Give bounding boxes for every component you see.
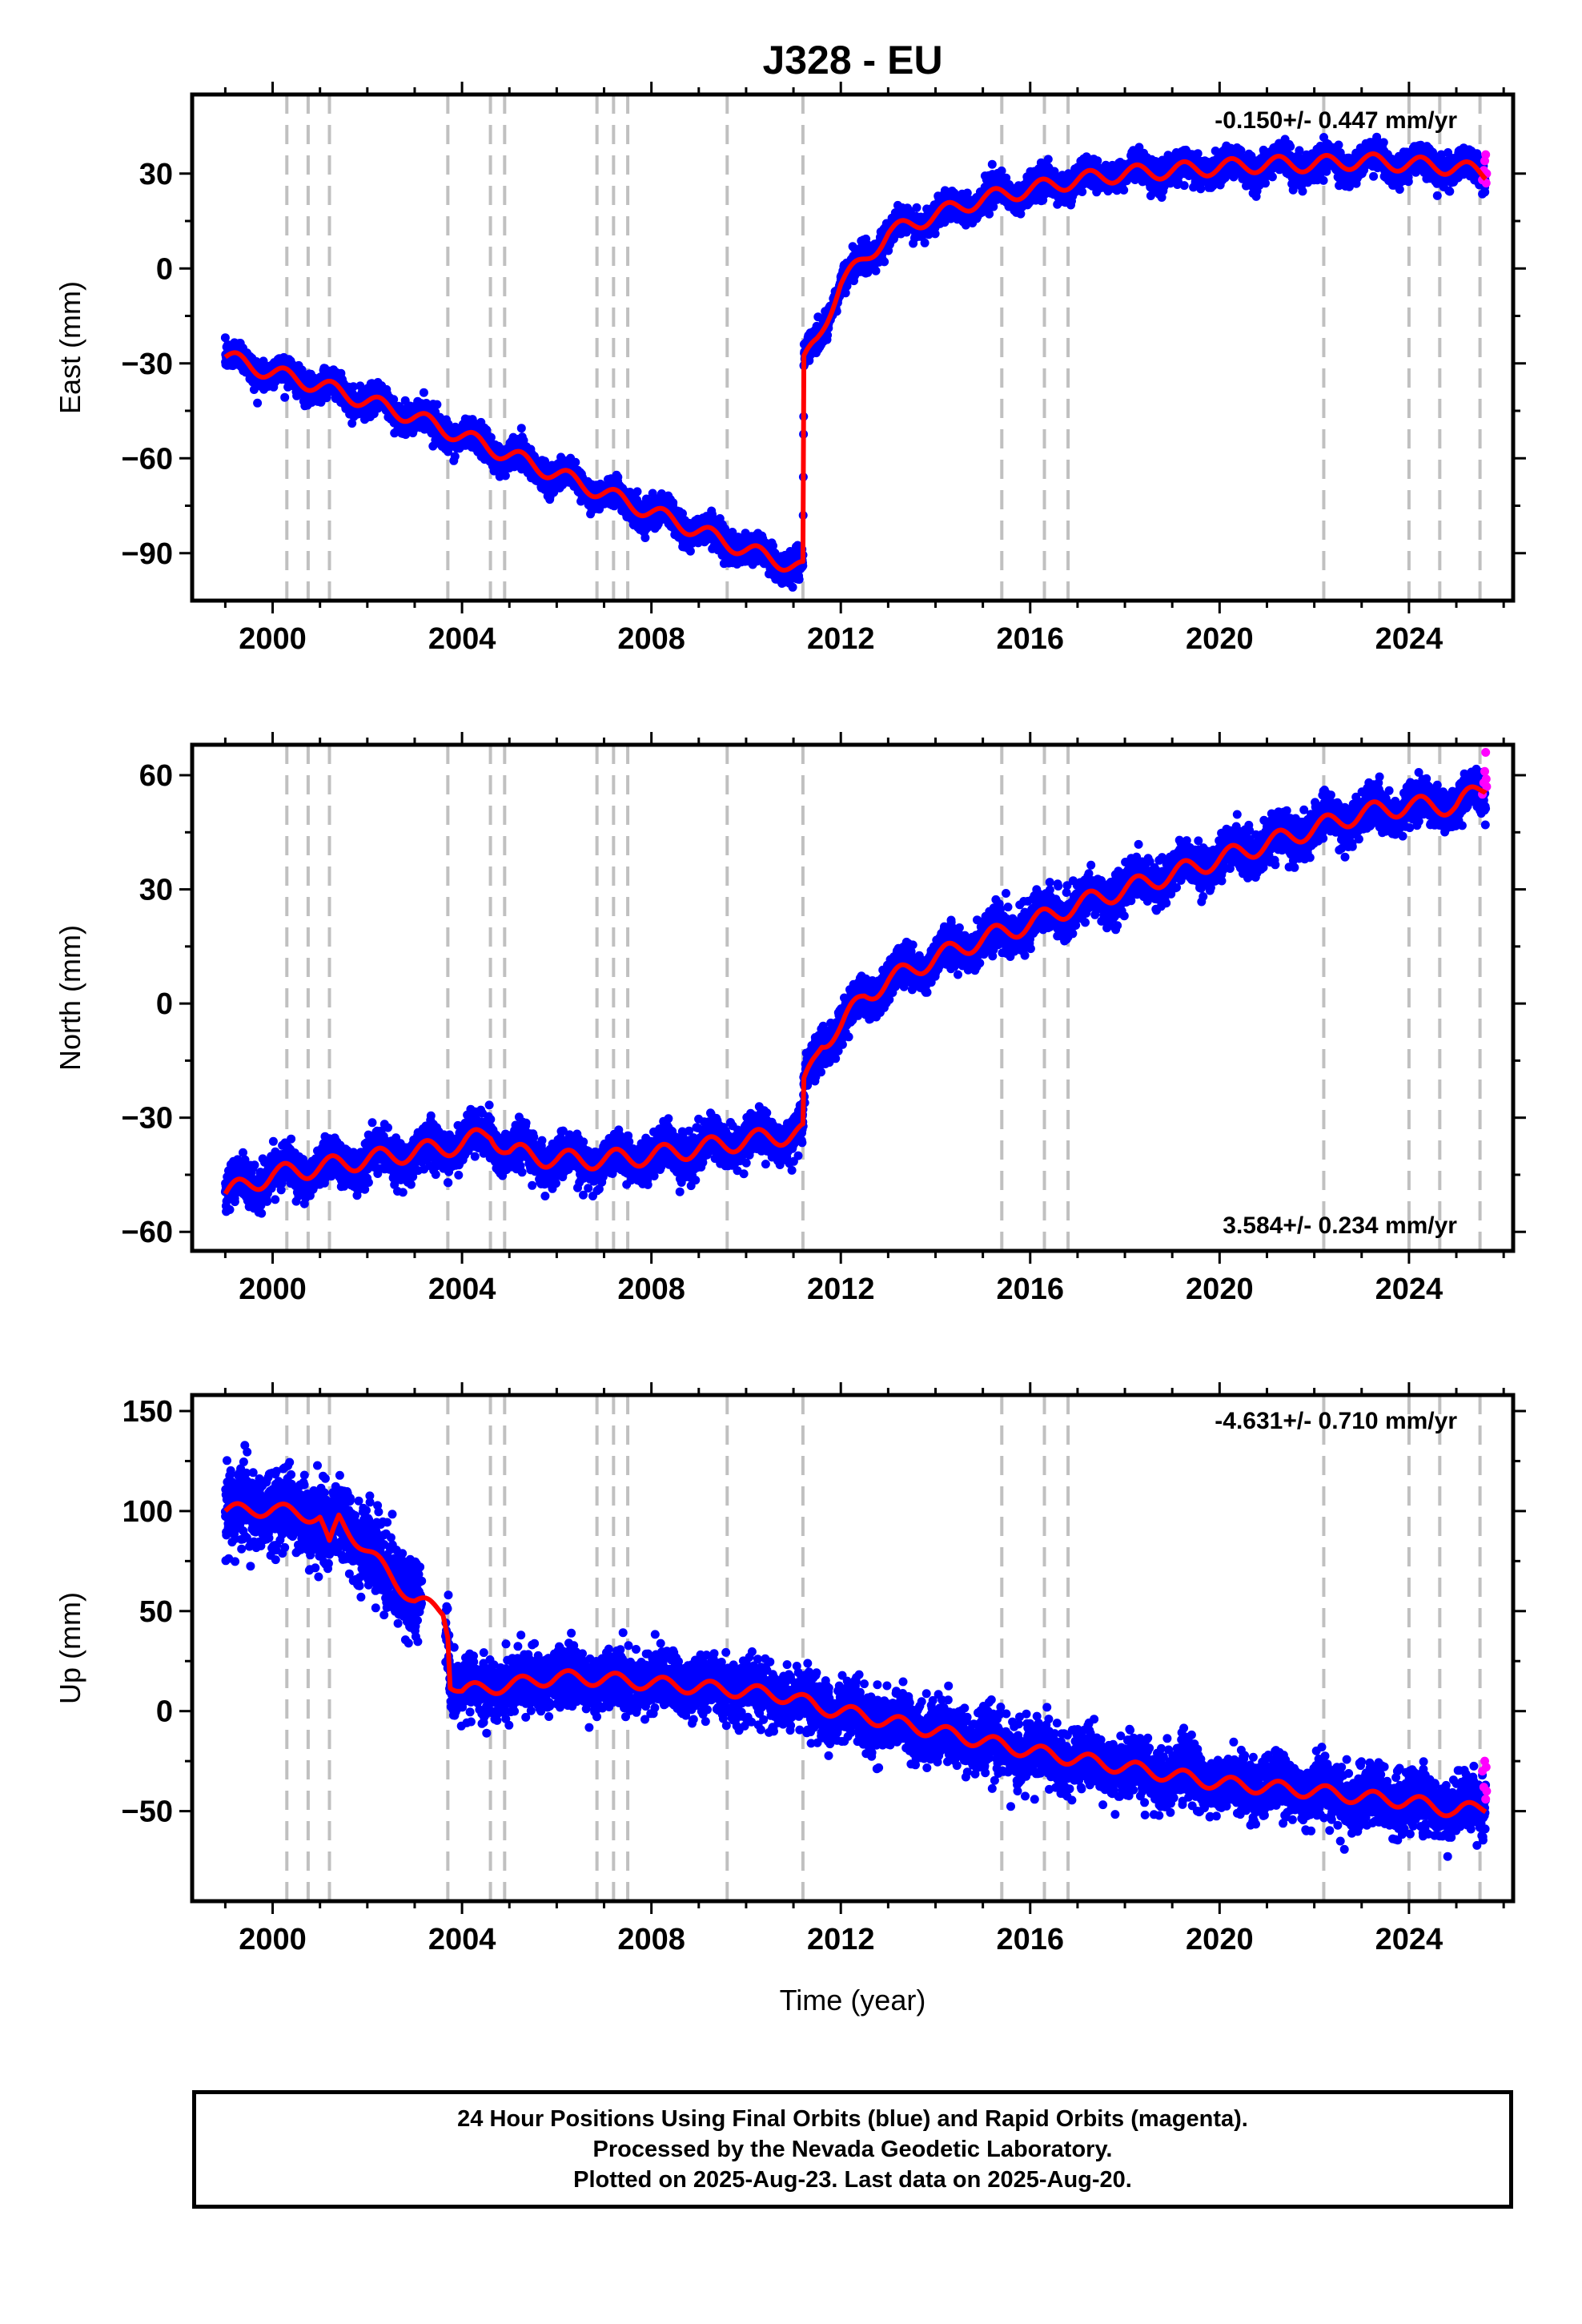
x-tick-label: 2004 bbox=[428, 622, 496, 656]
y-tick-label: 100 bbox=[122, 1495, 173, 1529]
footer-line-3: Plotted on 2025-Aug-23. Last data on 202… bbox=[573, 2167, 1132, 2193]
x-tick-label: 2012 bbox=[807, 622, 875, 656]
footer-line-1: 24 Hour Positions Using Final Orbits (bl… bbox=[457, 2106, 1248, 2132]
x-tick-label: 2020 bbox=[1186, 622, 1254, 656]
x-tick-label: 2016 bbox=[997, 1273, 1065, 1306]
y-tick-label: 0 bbox=[156, 987, 173, 1021]
y-tick-label: 150 bbox=[122, 1395, 173, 1429]
x-tick-label: 2008 bbox=[617, 1273, 685, 1306]
x-tick-label: 2004 bbox=[428, 1273, 496, 1306]
rapid-orbit-points-north bbox=[1478, 748, 1492, 799]
y-tick-label: −30 bbox=[122, 348, 173, 381]
model-line-east bbox=[223, 151, 1488, 573]
y-axis-label-east: East (mm) bbox=[54, 281, 86, 414]
rapid-orbit-points-up bbox=[1478, 1756, 1492, 1804]
panel-up: 2000 2004 2008 2012 2016 2020 2024 −50 0 50 100 150… bbox=[54, 1382, 1526, 1956]
final-orbit-points-north bbox=[220, 764, 1491, 1218]
y-tick-label: −30 bbox=[122, 1102, 173, 1136]
y-tick-label: 0 bbox=[156, 1695, 173, 1729]
x-tick-label: 2000 bbox=[239, 1923, 307, 1956]
model-line-up bbox=[223, 1501, 1488, 1819]
rate-label-north: 3.584+/- 0.234 mm/yr bbox=[1223, 1212, 1457, 1239]
x-tick-label: 2016 bbox=[997, 1923, 1065, 1956]
x-tick-label: 2020 bbox=[1186, 1923, 1254, 1956]
x-tick-label: 2020 bbox=[1186, 1273, 1254, 1306]
plot-frame-north bbox=[190, 742, 1516, 1253]
y-tick-label: 0 bbox=[156, 252, 173, 286]
x-tick-label: 2012 bbox=[807, 1273, 875, 1306]
x-tick-label: 2004 bbox=[428, 1923, 496, 1956]
footer-box: 24 Hour Positions Using Final Orbits (bl… bbox=[192, 2090, 1513, 2209]
y-tick-label: 30 bbox=[139, 874, 173, 907]
y-tick-label: −50 bbox=[122, 1795, 173, 1829]
panel-north: 2000 2004 2008 2012 2016 2020 2024 −60 −30 0 30 60 N… bbox=[54, 732, 1526, 1306]
y-axis-label-north: North (mm) bbox=[54, 925, 86, 1071]
x-tick-label: 2000 bbox=[239, 622, 307, 656]
panel-east: 2000 2004 2008 2012 2016 2020 2024 −90 −60 −30 0 30… bbox=[54, 82, 1526, 656]
y-axis-label-up: Up (mm) bbox=[54, 1592, 86, 1704]
final-orbit-points-east bbox=[220, 132, 1491, 592]
rate-label-east: -0.150+/- 0.447 mm/yr bbox=[1215, 107, 1457, 134]
x-tick-label: 2008 bbox=[617, 1923, 685, 1956]
y-tick-label: 50 bbox=[139, 1595, 173, 1629]
chart-title: J328 - EU bbox=[762, 38, 942, 82]
plot-area-north bbox=[220, 745, 1492, 1251]
x-axis-label: Time (year) bbox=[780, 1984, 926, 2016]
y-tick-label: −90 bbox=[122, 537, 173, 571]
x-tick-label: 2016 bbox=[997, 622, 1065, 656]
rapid-orbit-points-east bbox=[1478, 150, 1492, 188]
y-tick-label: −60 bbox=[122, 1216, 173, 1249]
plot-frame-up bbox=[190, 1393, 1516, 1904]
y-tick-label: −60 bbox=[122, 442, 173, 476]
x-tick-label: 2000 bbox=[239, 1273, 307, 1306]
plot-area-up bbox=[220, 1395, 1492, 1901]
y-tick-label: 60 bbox=[139, 759, 173, 793]
rate-label-up: -4.631+/- 0.710 mm/yr bbox=[1215, 1408, 1457, 1434]
footer-line-2: Processed by the Nevada Geodetic Laborat… bbox=[592, 2137, 1113, 2162]
x-tick-label: 2008 bbox=[617, 622, 685, 656]
y-tick-label: 30 bbox=[139, 158, 173, 191]
x-tick-label: 2012 bbox=[807, 1923, 875, 1956]
final-orbit-points-up bbox=[220, 1441, 1491, 1861]
plot-area-east bbox=[220, 94, 1492, 601]
model-line-north bbox=[223, 784, 1488, 1196]
plot-frame-east bbox=[190, 92, 1516, 603]
x-tick-label: 2024 bbox=[1375, 622, 1443, 656]
x-tick-label: 2024 bbox=[1375, 1923, 1443, 1956]
x-tick-label: 2024 bbox=[1375, 1273, 1443, 1306]
